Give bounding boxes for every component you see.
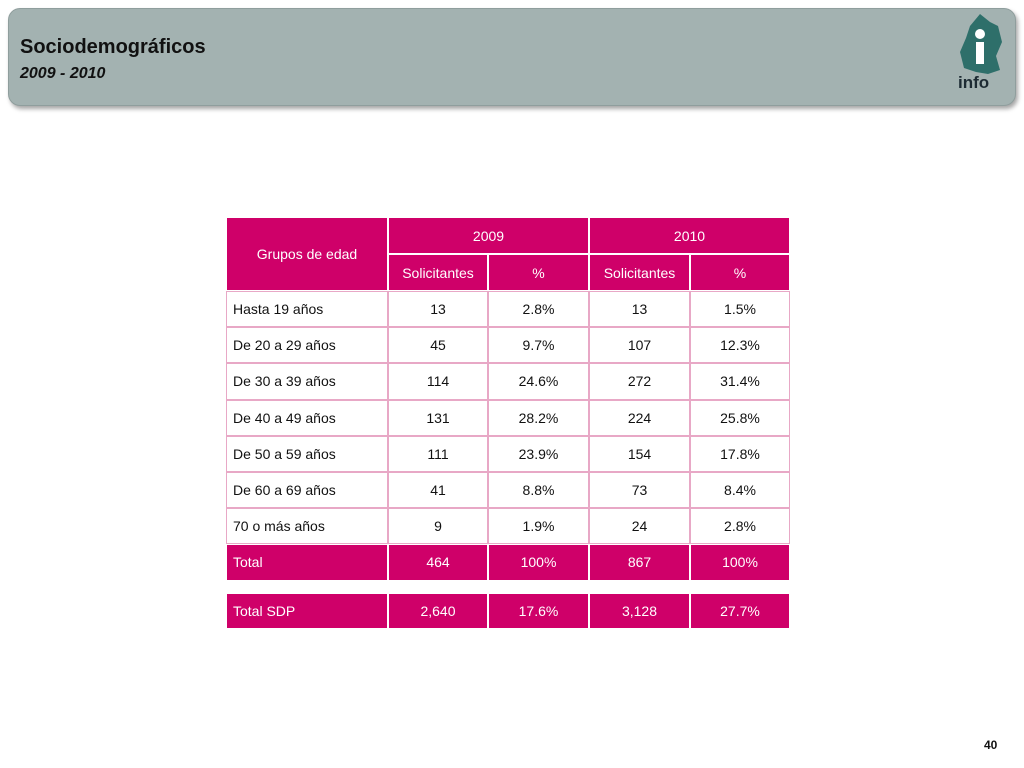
data-cell: 13 — [589, 291, 690, 328]
data-cell: 464 — [388, 544, 488, 581]
data-cell: 73 — [589, 472, 690, 509]
data-cell: 31.4% — [690, 363, 790, 400]
logo-text: info — [958, 73, 990, 92]
data-cell: 24 — [589, 508, 690, 545]
data-cell: 2,640 — [388, 593, 488, 630]
data-cell: 131 — [388, 399, 488, 436]
data-cell: 114 — [388, 363, 488, 400]
header-cell: % — [488, 254, 589, 291]
data-cell: 867 — [589, 544, 690, 581]
data-cell: 24.6% — [488, 363, 589, 400]
data-cell: 1.9% — [488, 508, 589, 545]
row-label: De 60 a 69 años — [226, 472, 388, 509]
data-cell: 8.4% — [690, 472, 790, 509]
row-label: De 50 a 59 años — [226, 435, 388, 472]
data-cell: 9 — [388, 508, 488, 545]
data-cell: 25.8% — [690, 399, 790, 436]
row-label: De 30 a 39 años — [226, 363, 388, 400]
data-cell: 3,128 — [589, 593, 690, 630]
data-cell: 100% — [488, 544, 589, 581]
data-cell: 23.9% — [488, 435, 589, 472]
row-label: 70 o más años — [226, 508, 388, 545]
title: Sociodemográficos — [20, 36, 206, 58]
header-cell: Grupos de edad — [226, 217, 388, 291]
data-cell: 1.5% — [690, 291, 790, 328]
header-cell: 2009 — [388, 217, 589, 254]
row-label: Total SDP — [226, 593, 388, 630]
row-label: De 20 a 29 años — [226, 327, 388, 364]
data-cell: 111 — [388, 435, 488, 472]
row-label: Total — [226, 544, 388, 581]
data-cell: 2.8% — [690, 508, 790, 545]
data-cell: 41 — [388, 472, 488, 509]
data-cell: 45 — [388, 327, 488, 364]
row-label: Hasta 19 años — [226, 291, 388, 328]
header-cell: 2010 — [589, 217, 790, 254]
data-cell: 17.8% — [690, 435, 790, 472]
data-cell: 8.8% — [488, 472, 589, 509]
page-number: 40 — [984, 738, 998, 752]
header-cell: Solicitantes — [388, 254, 488, 291]
data-cell: 17.6% — [488, 593, 589, 630]
data-cell: 272 — [589, 363, 690, 400]
header-band — [8, 8, 1016, 106]
data-cell: 107 — [589, 327, 690, 364]
logo — [960, 14, 1002, 74]
data-cell: 9.7% — [488, 327, 589, 364]
row-label: De 40 a 49 años — [226, 399, 388, 436]
data-cell: 27.7% — [690, 593, 790, 630]
header-cell: Solicitantes — [589, 254, 690, 291]
data-cell: 2.8% — [488, 291, 589, 328]
data-cell: 13 — [388, 291, 488, 328]
subtitle: 2009 - 2010 — [20, 65, 106, 82]
data-cell: 154 — [589, 435, 690, 472]
data-cell: 224 — [589, 399, 690, 436]
header-cell: % — [690, 254, 790, 291]
data-cell: 28.2% — [488, 399, 589, 436]
data-cell: 12.3% — [690, 327, 790, 364]
data-cell: 100% — [690, 544, 790, 581]
